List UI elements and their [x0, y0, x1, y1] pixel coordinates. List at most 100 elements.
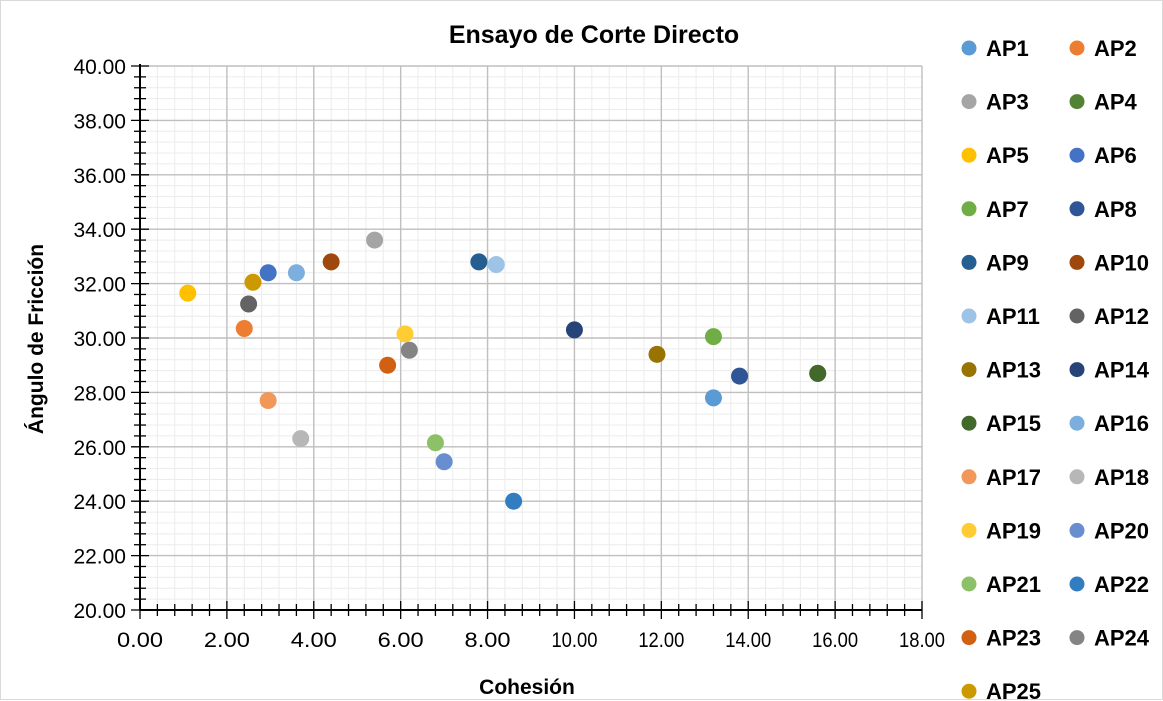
x-tick-label: 0.00	[117, 629, 163, 652]
legend-label-ap6: AP6	[1094, 143, 1137, 168]
legend-label-ap24: AP24	[1094, 626, 1150, 651]
legend-marker-ap18	[1070, 469, 1085, 484]
data-point-ap10	[323, 253, 340, 270]
data-point-ap2	[236, 320, 253, 337]
legend-marker-ap1	[962, 41, 977, 56]
legend-label-ap5: AP5	[986, 143, 1029, 168]
y-tick-label: 38.00	[73, 110, 126, 133]
chart-title: Ensayo de Corte Directo	[449, 21, 739, 49]
x-tick-label: 14.00	[725, 629, 771, 652]
legend-marker-ap8	[1070, 201, 1085, 216]
data-point-ap7	[705, 328, 722, 345]
legend-marker-ap16	[1070, 416, 1085, 431]
legend-marker-ap11	[962, 309, 977, 324]
legend-marker-ap2	[1070, 41, 1085, 56]
y-tick-label: 40.00	[73, 56, 126, 79]
tick-labels: 0.00 2.00 4.00 6.00 8.00 10.00 12.00 14.00 16.00…	[73, 56, 945, 652]
x-tick-label: 10.00	[551, 629, 597, 652]
legend-label-ap11: AP11	[986, 304, 1040, 329]
x-tick-label: 2.00	[204, 629, 250, 652]
legend-marker-ap21	[962, 577, 977, 592]
data-point-ap16	[288, 264, 305, 281]
legend-label-ap19: AP19	[986, 518, 1041, 543]
legend-marker-ap24	[1070, 630, 1085, 645]
legend-marker-ap3	[962, 94, 977, 109]
legend-label-ap13: AP13	[986, 358, 1041, 383]
x-tick-label: 4.00	[291, 629, 337, 652]
y-tick-label: 34.00	[73, 219, 126, 242]
x-tick-label: 18.00	[899, 629, 945, 652]
legend-label-ap12: AP12	[1094, 304, 1149, 329]
y-tick-label: 24.00	[73, 491, 126, 514]
legend-label-ap16: AP16	[1094, 411, 1149, 436]
legend-label-ap23: AP23	[986, 626, 1041, 651]
legend-marker-ap20	[1070, 523, 1085, 538]
legend-marker-ap5	[962, 148, 977, 163]
legend-label-ap20: AP20	[1094, 518, 1149, 543]
legend: AP1 AP2 AP3 AP4 AP5 AP6 AP7 AP8 AP9 AP10 AP11 AP12 A…	[962, 36, 1150, 701]
data-point-ap9	[470, 253, 487, 270]
legend-marker-ap4	[1070, 94, 1085, 109]
legend-label-ap9: AP9	[986, 250, 1029, 275]
legend-marker-ap10	[1070, 255, 1085, 270]
data-point-ap22	[505, 493, 522, 510]
legend-label-ap4: AP4	[1094, 90, 1138, 115]
data-point-ap1	[705, 389, 722, 406]
legend-label-ap3: AP3	[986, 90, 1029, 115]
data-point-ap5	[179, 285, 196, 302]
legend-marker-ap12	[1070, 309, 1085, 324]
grid-lines	[140, 66, 922, 610]
data-point-ap19	[397, 325, 414, 342]
legend-marker-ap15	[962, 416, 977, 431]
x-tick-label: 12.00	[638, 629, 684, 652]
legend-label-ap25: AP25	[986, 679, 1041, 701]
data-point-ap24	[401, 342, 418, 359]
data-point-ap6	[260, 264, 277, 281]
data-point-ap23	[379, 357, 396, 374]
data-point-ap21	[427, 434, 444, 451]
y-tick-label: 28.00	[73, 382, 126, 405]
data-point-ap11	[488, 256, 505, 273]
data-point-ap8	[731, 368, 748, 385]
legend-label-ap17: AP17	[986, 465, 1041, 490]
x-tick-label: 8.00	[465, 629, 511, 652]
y-tick-label: 26.00	[73, 437, 126, 460]
x-tick-label: 16.00	[812, 629, 858, 652]
legend-label-ap8: AP8	[1094, 197, 1137, 222]
legend-marker-ap6	[1070, 148, 1085, 163]
legend-label-ap2: AP2	[1094, 36, 1137, 61]
legend-marker-ap25	[962, 684, 977, 699]
data-point-ap17	[260, 392, 277, 409]
legend-marker-ap23	[962, 630, 977, 645]
legend-marker-ap22	[1070, 577, 1085, 592]
y-tick-label: 20.00	[73, 600, 126, 623]
legend-label-ap7: AP7	[986, 197, 1029, 222]
data-point-ap15	[809, 365, 826, 382]
data-point-ap25	[244, 274, 261, 291]
y-tick-label: 32.00	[73, 274, 126, 297]
y-tick-label: 36.00	[73, 165, 126, 188]
legend-marker-ap14	[1070, 362, 1085, 377]
legend-label-ap21: AP21	[986, 572, 1041, 597]
data-point-ap20	[436, 453, 453, 470]
legend-label-ap1: AP1	[986, 36, 1029, 61]
data-point-ap3	[366, 232, 383, 249]
legend-label-ap22: AP22	[1094, 572, 1149, 597]
y-axis-title: Ángulo de Fricción	[25, 244, 48, 434]
legend-label-ap15: AP15	[986, 411, 1041, 436]
legend-label-ap18: AP18	[1094, 465, 1149, 490]
legend-marker-ap9	[962, 255, 977, 270]
x-axis-title: Cohesión	[479, 676, 575, 699]
y-tick-label: 22.00	[73, 546, 126, 569]
data-point-ap18	[292, 430, 309, 447]
legend-label-ap14: AP14	[1094, 358, 1150, 383]
x-tick-label: 6.00	[378, 629, 424, 652]
data-point-ap14	[566, 321, 583, 338]
data-point-ap12	[240, 296, 257, 313]
y-tick-label: 30.00	[73, 328, 126, 351]
legend-marker-ap13	[962, 362, 977, 377]
legend-marker-ap7	[962, 201, 977, 216]
legend-marker-ap17	[962, 469, 977, 484]
